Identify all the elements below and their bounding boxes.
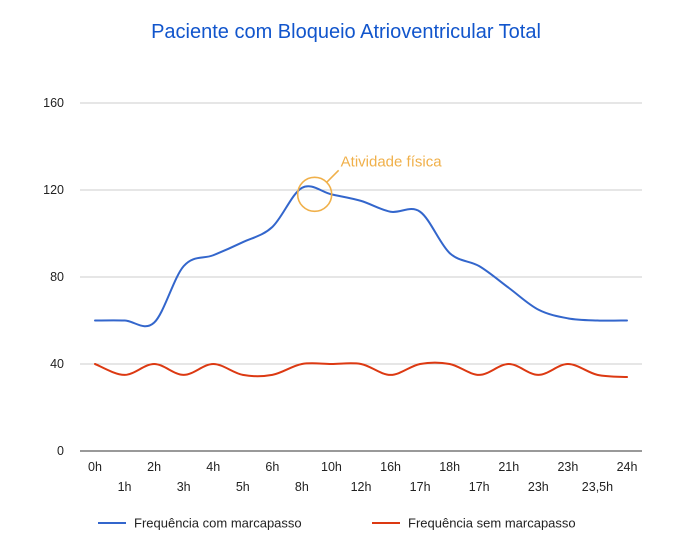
x-tick-label: 18h <box>439 460 460 474</box>
x-tick-label: 4h <box>206 460 220 474</box>
y-axis-ticks: 0 40 80 120 160 <box>43 96 64 458</box>
x-tick-label: 1h <box>118 480 132 494</box>
series-lines <box>94 185 628 379</box>
annotation-circle <box>296 176 333 213</box>
x-tick-label: 16h <box>380 460 401 474</box>
series-line-sem-marcapasso <box>94 361 628 379</box>
x-tick-label: 5h <box>236 480 250 494</box>
series-line-com-marcapasso <box>94 185 628 328</box>
x-tick-label: 23h <box>557 460 578 474</box>
x-tick-label: 24h <box>617 460 638 474</box>
x-tick-label: 12h <box>351 480 372 494</box>
y-tick-label: 160 <box>43 96 64 110</box>
y-tick-label: 0 <box>57 444 64 458</box>
legend: Frequência com marcapasso Frequência sem … <box>98 516 576 531</box>
gridlines <box>80 102 642 452</box>
x-tick-label: 2h <box>147 460 161 474</box>
annotation-pointer <box>326 169 340 183</box>
x-tick-label: 10h <box>321 460 342 474</box>
legend-label: Frequência com marcapasso <box>134 516 302 531</box>
x-tick-label: 23,5h <box>582 480 613 494</box>
annotation-label: Atividade física <box>341 153 443 170</box>
x-tick-label: 17h <box>410 480 431 494</box>
y-tick-label: 40 <box>50 357 64 371</box>
x-tick-label: 23h <box>528 480 549 494</box>
x-tick-label: 3h <box>177 480 191 494</box>
x-tick-label: 17h <box>469 480 490 494</box>
x-tick-label: 8h <box>295 480 309 494</box>
x-tick-label: 0h <box>88 460 102 474</box>
x-axis-ticks: 0h 1h 2h 3h 4h 5h 6h 8h 10h 12h 16h 17h 18h 17h 21h 23h… <box>88 460 637 494</box>
x-tick-label: 21h <box>498 460 519 474</box>
y-tick-label: 80 <box>50 270 64 284</box>
chart-title: Paciente com Bloqueio Atrioventricular T… <box>151 21 541 43</box>
annotation: Atividade física <box>296 153 443 213</box>
x-tick-label: 6h <box>265 460 279 474</box>
legend-label: Frequência sem marcapasso <box>408 516 576 531</box>
y-tick-label: 120 <box>43 183 64 197</box>
